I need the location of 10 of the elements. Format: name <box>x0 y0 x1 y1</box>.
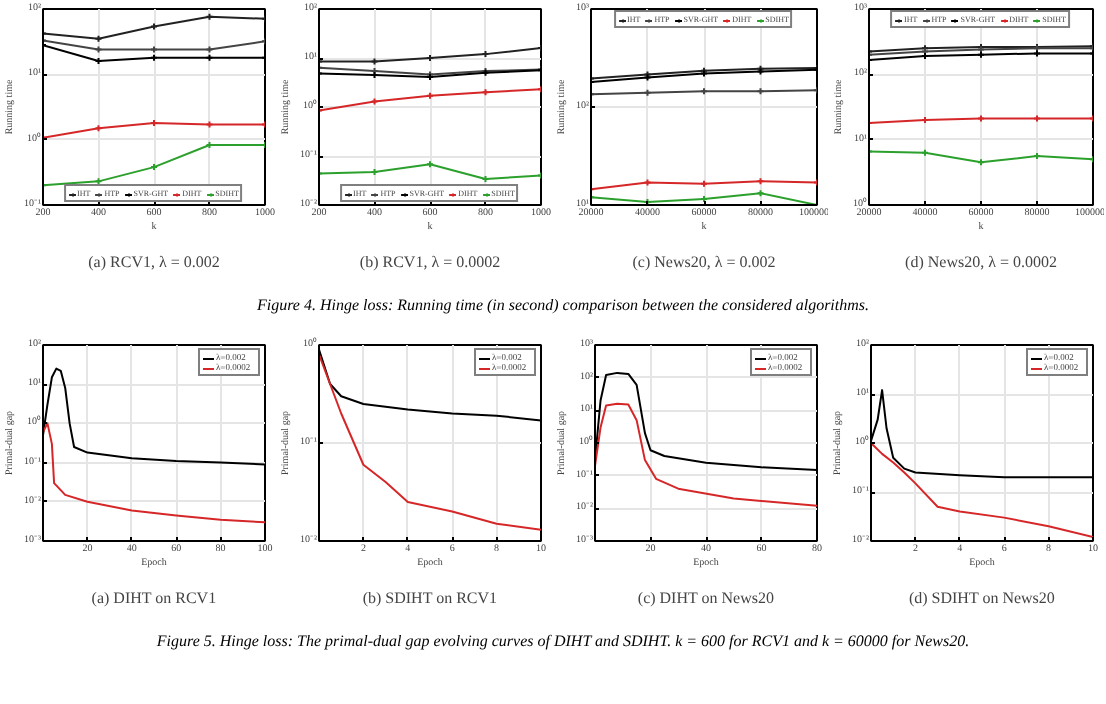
text: (a) RCV1, λ = 0.002 <box>88 253 220 271</box>
caption: Figure 5. Hinge loss: The primal-dual gap evolving curves of DIHT and SDIHT. k = 600 for RCV1 and k = 60000 for News20. <box>156 630 970 653</box>
text: (d) News20, λ = 0.0002 <box>905 253 1057 271</box>
text: (d) SDIHT on News20 <box>908 589 1055 607</box>
text: (a) DIHT on RCV1 <box>91 589 217 607</box>
caption: Figure 4. Hinge loss: Running time (in second) comparison between the considered algorithms. <box>256 294 870 317</box>
text: (c) DIHT on News20 <box>637 589 774 607</box>
text: (b) RCV1, λ = 0.0002 <box>359 253 501 271</box>
text: (c) News20, λ = 0.002 <box>632 253 776 271</box>
text: (b) SDIHT on RCV1 <box>362 589 498 607</box>
